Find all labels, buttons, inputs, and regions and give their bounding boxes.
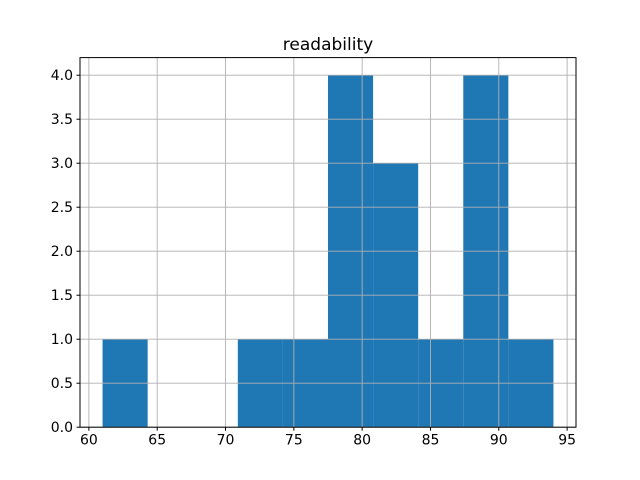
y-tick-label: 0.5: [51, 376, 73, 392]
x-tick-label: 80: [353, 433, 371, 449]
x-tick-label: 90: [490, 433, 508, 449]
x-tick-label: 60: [80, 433, 98, 449]
y-tick-label: 4.0: [51, 68, 73, 84]
chart-title: readability: [283, 35, 373, 55]
y-tick-label: 0.0: [51, 420, 73, 436]
x-tick-label: 95: [558, 433, 576, 449]
y-tick-label: 1.5: [51, 288, 73, 304]
grid-layer: [80, 57, 576, 428]
y-tick-label: 2.5: [51, 200, 73, 216]
x-tick-label: 70: [217, 433, 235, 449]
y-tick-label: 1.0: [51, 332, 73, 348]
x-tick-label: 85: [422, 433, 440, 449]
axes-layer: 60 65 70 75 80 85 90 95 0.0 0.5 1.0 1.5 2.0 2.5 3.0 3.5…: [51, 57, 577, 449]
y-tick-label: 3.0: [51, 156, 73, 172]
y-tick-label: 3.5: [51, 112, 73, 128]
x-tick-label: 75: [285, 433, 303, 449]
y-tick-label: 2.0: [51, 244, 73, 260]
x-tick-label: 65: [148, 433, 166, 449]
axes-frame: [79, 57, 577, 428]
